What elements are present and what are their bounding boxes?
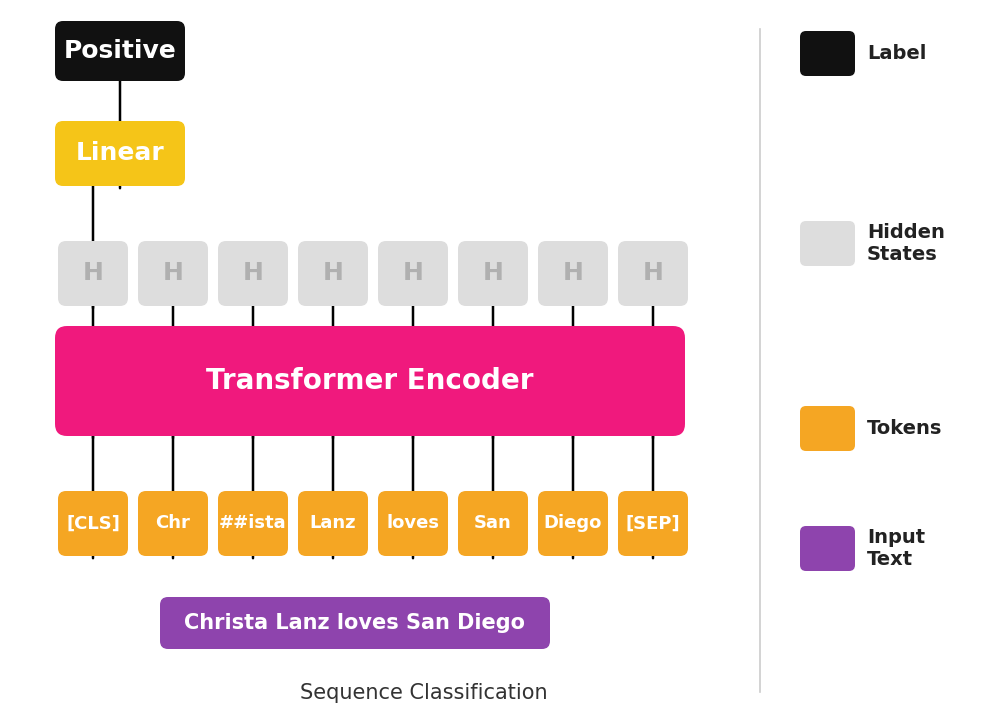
Text: loves: loves: [386, 515, 439, 533]
Text: H: H: [83, 262, 104, 286]
Text: [SEP]: [SEP]: [626, 515, 680, 533]
FancyBboxPatch shape: [800, 31, 855, 76]
FancyBboxPatch shape: [58, 241, 128, 306]
FancyBboxPatch shape: [218, 491, 288, 556]
Text: Positive: Positive: [64, 39, 176, 63]
Text: H: H: [323, 262, 344, 286]
Text: Christa Lanz loves San Diego: Christa Lanz loves San Diego: [184, 613, 525, 633]
FancyBboxPatch shape: [458, 241, 528, 306]
FancyBboxPatch shape: [800, 221, 855, 266]
Text: Hidden
States: Hidden States: [867, 223, 944, 264]
FancyBboxPatch shape: [55, 21, 185, 81]
Text: ##ista: ##ista: [219, 515, 287, 533]
FancyBboxPatch shape: [378, 491, 448, 556]
Text: Transformer Encoder: Transformer Encoder: [207, 367, 534, 395]
Text: Tokens: Tokens: [867, 419, 942, 438]
FancyBboxPatch shape: [298, 491, 368, 556]
Text: San: San: [474, 515, 512, 533]
FancyBboxPatch shape: [138, 491, 208, 556]
Text: Diego: Diego: [543, 515, 602, 533]
FancyBboxPatch shape: [458, 491, 528, 556]
Text: H: H: [243, 262, 263, 286]
FancyBboxPatch shape: [218, 241, 288, 306]
Text: Label: Label: [867, 44, 926, 63]
Text: Linear: Linear: [76, 141, 164, 166]
Text: H: H: [162, 262, 183, 286]
Text: [CLS]: [CLS]: [67, 515, 120, 533]
FancyBboxPatch shape: [800, 526, 855, 571]
FancyBboxPatch shape: [538, 241, 608, 306]
FancyBboxPatch shape: [138, 241, 208, 306]
FancyBboxPatch shape: [55, 326, 685, 436]
FancyBboxPatch shape: [618, 241, 688, 306]
FancyBboxPatch shape: [538, 491, 608, 556]
Text: H: H: [483, 262, 503, 286]
Text: Chr: Chr: [155, 515, 191, 533]
FancyBboxPatch shape: [160, 597, 550, 649]
Text: H: H: [642, 262, 663, 286]
Text: H: H: [402, 262, 423, 286]
FancyBboxPatch shape: [800, 406, 855, 451]
FancyBboxPatch shape: [378, 241, 448, 306]
Text: Input
Text: Input Text: [867, 528, 925, 569]
Text: Lanz: Lanz: [309, 515, 356, 533]
FancyBboxPatch shape: [298, 241, 368, 306]
Text: H: H: [562, 262, 584, 286]
Text: Sequence Classification: Sequence Classification: [299, 683, 547, 703]
FancyBboxPatch shape: [618, 491, 688, 556]
FancyBboxPatch shape: [55, 121, 185, 186]
FancyBboxPatch shape: [58, 491, 128, 556]
